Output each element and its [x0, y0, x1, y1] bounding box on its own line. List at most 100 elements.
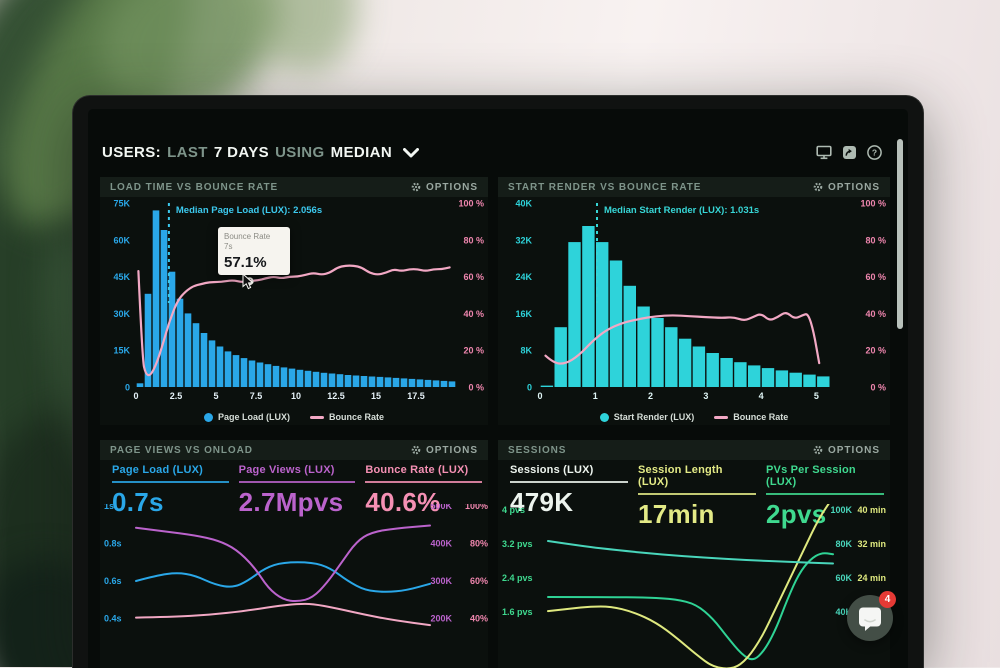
sessions-chart[interactable]: 4 pvs 3.2 pvs 2.4 pvs 1.6 pvs 100K 40 min 80K 3…: [498, 504, 890, 668]
panel-load-time-header: LOAD TIME VS BOUNCE RATE OPTIONS: [100, 177, 488, 197]
svg-text:17.5: 17.5: [407, 391, 425, 401]
gear-icon: [411, 445, 421, 455]
scrollbar[interactable]: [897, 139, 903, 329]
stat-bounce-rate: Bounce Rate (LUX) 40.6%: [365, 464, 483, 518]
stat-sessions: Sessions (LUX) 479K: [510, 464, 628, 530]
legend-dot-swatch: [203, 412, 213, 422]
legend-label: Start Render (LUX): [613, 412, 695, 422]
tooltip-value: 57.1%: [224, 253, 267, 271]
svg-text:3: 3: [703, 391, 708, 401]
stat-page-load: Page Load (LUX) 0.7s: [112, 464, 229, 518]
svg-text:60K: 60K: [113, 235, 130, 245]
svg-text:100K: 100K: [830, 505, 852, 515]
svg-text:500K: 500K: [430, 504, 452, 511]
panel-sessions-header: SESSIONS OPTIONS: [498, 440, 890, 460]
legend-item-bounce-rate[interactable]: Bounce Rate: [310, 412, 384, 422]
dashboard-header: USERS: LAST 7 DAYS USING MEDIAN: [102, 137, 898, 167]
options-label: OPTIONS: [827, 181, 880, 193]
legend: Page Load (LUX) Bounce Rate: [100, 412, 488, 422]
title-range: 7 DAYS: [213, 143, 270, 161]
options-button[interactable]: OPTIONS: [411, 445, 478, 456]
options-label: OPTIONS: [827, 444, 880, 456]
laptop-screen: USERS: LAST 7 DAYS USING MEDIAN: [88, 109, 908, 668]
options-label: OPTIONS: [425, 444, 478, 456]
stat-value: 40.6%: [365, 487, 441, 517]
share-icon[interactable]: [842, 145, 857, 160]
svg-text:2.4 pvs: 2.4 pvs: [502, 573, 533, 583]
stat-label: Page Views (LUX): [238, 464, 335, 476]
svg-text:0: 0: [527, 383, 532, 393]
options-button[interactable]: OPTIONS: [813, 445, 880, 456]
stat-value: 2.7Mpvs: [238, 487, 344, 517]
svg-text:100 %: 100 %: [458, 199, 484, 209]
legend-item-bounce-rate[interactable]: Bounce Rate: [714, 412, 788, 422]
svg-text:2: 2: [648, 391, 653, 401]
legend-item-page-load[interactable]: Page Load (LUX): [203, 412, 290, 422]
start-render-chart[interactable]: 40K 32K 24K 16K 8K 0 100 % 80 % 60 % 40 % 20 % 0 % 0…: [498, 197, 890, 419]
stat-label: Page Load (LUX): [112, 464, 204, 476]
chat-bubble-icon: [859, 607, 881, 631]
stat-label: PVs Per Session (LUX): [766, 464, 856, 488]
stat-page-views: Page Views (LUX) 2.7Mpvs: [238, 464, 356, 518]
stat-underline: [638, 493, 756, 495]
svg-text:0: 0: [537, 391, 542, 401]
gear-icon: [813, 445, 823, 455]
svg-text:7.5: 7.5: [250, 391, 263, 401]
monitor-icon[interactable]: [816, 145, 832, 160]
panel-sessions: SESSIONS OPTIONS Sessions (LUX) 479K Ses…: [498, 440, 890, 668]
svg-text:40 %: 40 %: [865, 309, 886, 319]
svg-text:8K: 8K: [520, 346, 532, 356]
page-views-chart[interactable]: 1s 0.8s 0.6s 0.4s 500K 100% 400K 80% 300K 60% 200K…: [100, 504, 488, 668]
legend-label: Page Load (LUX): [217, 412, 290, 422]
svg-text:1.6 pvs: 1.6 pvs: [502, 607, 533, 617]
stat-label: Bounce Rate (LUX): [365, 464, 469, 476]
panel-title: SESSIONS: [508, 444, 567, 456]
svg-text:40%: 40%: [470, 614, 488, 624]
svg-text:12.5: 12.5: [327, 391, 345, 401]
svg-text:3.2 pvs: 3.2 pvs: [502, 539, 533, 549]
load-time-chart[interactable]: 75K 60K 45K 30K 15K 0 100 % 80 % 60 % 40 % 20 % 0 %…: [100, 197, 488, 419]
svg-text:32K: 32K: [515, 235, 532, 245]
stat-underline: [766, 493, 884, 495]
cursor-icon: [242, 274, 254, 290]
svg-text:40K: 40K: [515, 199, 532, 209]
legend-dash-swatch: [714, 415, 729, 419]
svg-text:45K: 45K: [113, 272, 130, 282]
svg-text:2.5: 2.5: [170, 391, 183, 401]
svg-text:Median Page Load (LUX): 2.056s: Median Page Load (LUX): 2.056s: [176, 205, 322, 216]
title-metric: MEDIAN: [330, 143, 393, 161]
chat-button[interactable]: 4: [847, 591, 896, 641]
tooltip-series: Bounce Rate: [224, 232, 271, 241]
help-icon[interactable]: ?: [867, 144, 882, 160]
stats-row: Page Load (LUX) 0.7s Page Views (LUX) 2.…: [112, 464, 483, 518]
svg-text:24K: 24K: [515, 272, 532, 282]
options-button[interactable]: OPTIONS: [813, 182, 880, 193]
stat-value: 479K: [510, 487, 574, 517]
legend-label: Bounce Rate: [733, 412, 789, 422]
legend-item-start-render[interactable]: Start Render (LUX): [599, 412, 695, 422]
svg-text:75K: 75K: [113, 199, 130, 209]
svg-text:0 %: 0 %: [870, 383, 886, 393]
svg-text:60 %: 60 %: [865, 272, 886, 282]
legend-label: Bounce Rate: [329, 412, 385, 422]
panel-page-views-header: PAGE VIEWS VS ONLOAD OPTIONS: [100, 440, 488, 460]
svg-text:60K: 60K: [835, 573, 852, 583]
title-using: USING: [275, 143, 325, 161]
svg-text:0: 0: [125, 383, 130, 393]
svg-text:0.4s: 0.4s: [104, 614, 122, 624]
users-period-dropdown[interactable]: USERS: LAST 7 DAYS USING MEDIAN: [102, 143, 420, 161]
chat-badge: 4: [879, 591, 896, 608]
options-button[interactable]: OPTIONS: [411, 182, 478, 193]
svg-text:40 min: 40 min: [857, 505, 886, 515]
stats-row: Sessions (LUX) 479K Session Length (LUX)…: [510, 464, 884, 530]
svg-text:16K: 16K: [515, 309, 532, 319]
legend-dot-swatch: [599, 412, 609, 422]
options-label: OPTIONS: [425, 181, 478, 193]
tooltip-x-value: 7s: [224, 242, 233, 252]
panel-start-render: START RENDER VS BOUNCE RATE OPTIONS 40K 3…: [498, 177, 890, 425]
chevron-down-icon: [403, 148, 420, 158]
svg-text:30K: 30K: [113, 309, 130, 319]
panel-title: LOAD TIME VS BOUNCE RATE: [110, 181, 279, 193]
svg-text:0.6s: 0.6s: [104, 576, 122, 586]
legend: Start Render (LUX) Bounce Rate: [498, 412, 890, 422]
